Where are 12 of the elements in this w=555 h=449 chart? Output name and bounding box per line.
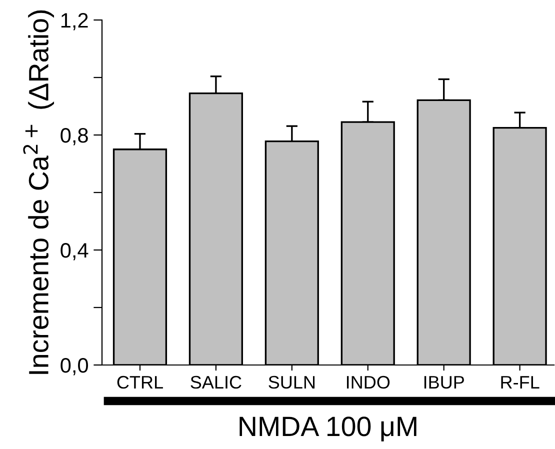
x-tick-label: R-FL xyxy=(501,376,540,388)
text: 0,0 xyxy=(60,358,88,376)
y-tick-label: 0,8 xyxy=(60,128,88,146)
x-tick-label: SALIC xyxy=(190,376,242,389)
x-tick-label: IBUP xyxy=(424,376,464,389)
y-axis-title: Incremento de Ca$^{2+}$ (ΔRatio) xyxy=(23,10,54,374)
y-tick-label: 0,4 xyxy=(60,243,88,260)
x-axis-title: NMDA 100 μM xyxy=(240,416,416,442)
x-tick-label: SULN xyxy=(268,376,315,389)
x-tick-label: CTRL xyxy=(117,376,163,389)
x-tick-label: INDO xyxy=(346,376,390,389)
y-tick-label: 1,2 xyxy=(61,13,88,30)
